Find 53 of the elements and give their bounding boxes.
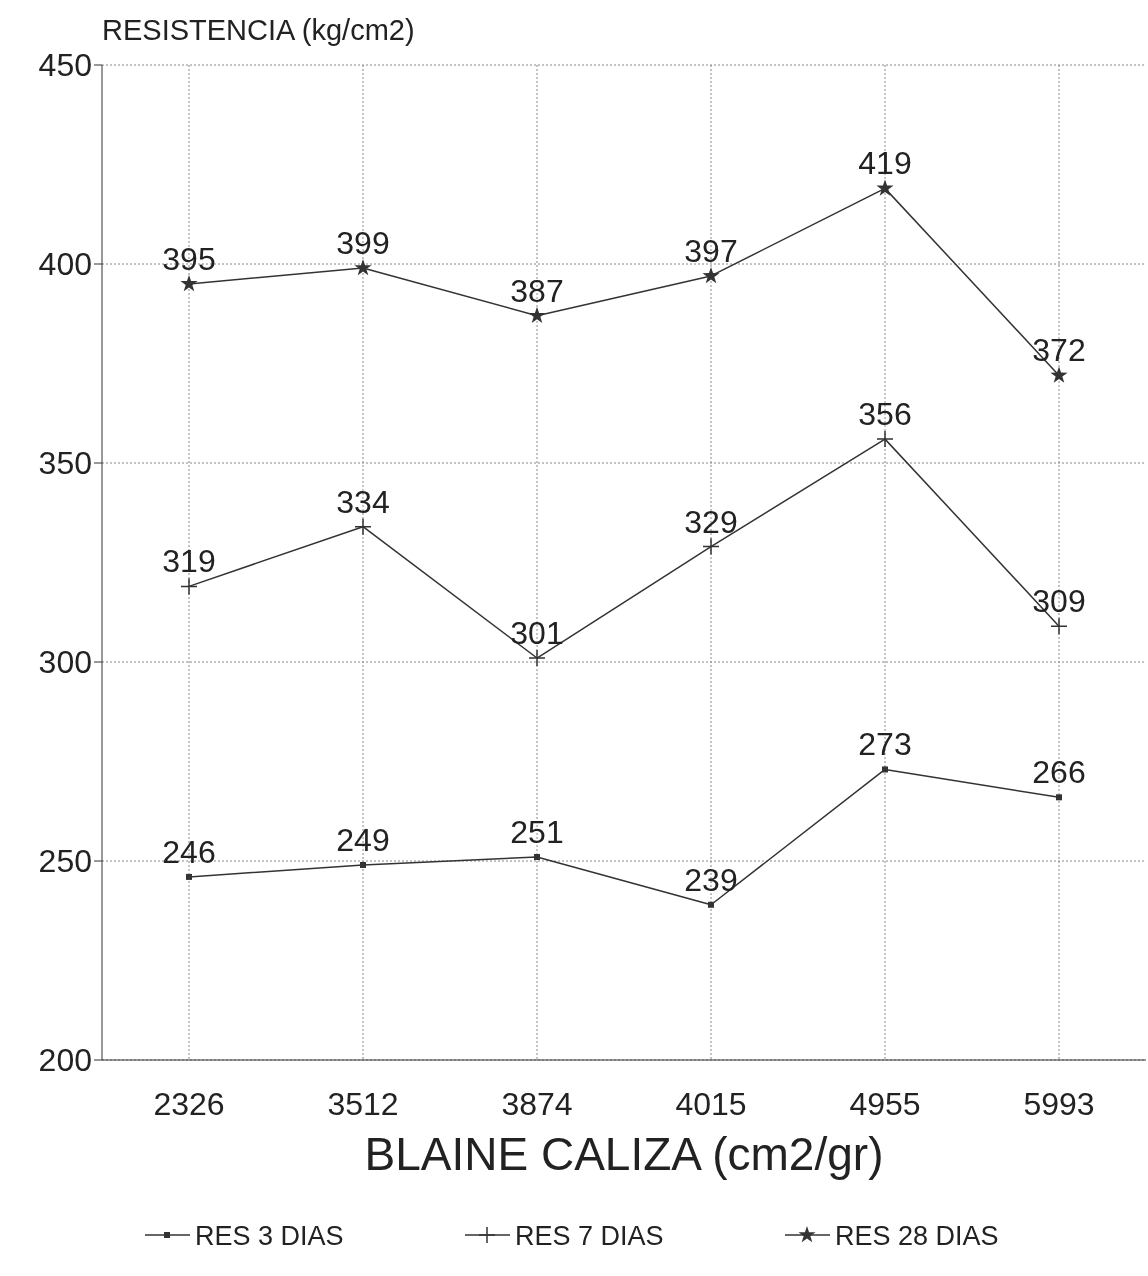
point xyxy=(1050,617,1068,635)
data-label: 246 xyxy=(162,833,216,870)
y-tick-label: 300 xyxy=(38,644,92,680)
y-tick-label: 250 xyxy=(38,843,92,879)
point xyxy=(180,274,198,292)
x-tick-label: 4955 xyxy=(849,1086,921,1122)
data-label: 251 xyxy=(510,814,564,851)
point xyxy=(702,537,720,556)
data-label: 334 xyxy=(336,483,390,520)
data-label: 319 xyxy=(162,543,216,580)
point xyxy=(876,430,894,448)
x-axis-title: BLAINE CALIZA (cm2/gr) xyxy=(364,1128,884,1180)
x-tick-label: 2326 xyxy=(153,1086,225,1122)
point xyxy=(1050,366,1068,383)
point xyxy=(708,901,714,908)
data-label: 329 xyxy=(684,503,738,540)
point xyxy=(882,766,888,773)
data-label: 397 xyxy=(684,232,738,269)
point xyxy=(528,649,546,667)
y-tick-label: 400 xyxy=(38,246,92,282)
point xyxy=(186,873,192,880)
legend-label: RES 7 DIAS xyxy=(515,1221,664,1251)
data-label: 239 xyxy=(684,861,738,898)
point xyxy=(354,517,372,536)
point xyxy=(354,258,372,276)
data-label: 309 xyxy=(1032,583,1086,620)
point xyxy=(1056,794,1062,801)
data-label: 419 xyxy=(858,145,912,182)
point xyxy=(360,861,366,868)
point xyxy=(534,854,540,861)
y-tick-label: 350 xyxy=(38,445,92,481)
data-label: 387 xyxy=(510,272,564,309)
point xyxy=(702,266,720,284)
y-tick-label: 450 xyxy=(38,47,92,83)
legend-label: RES 28 DIAS xyxy=(835,1221,999,1251)
point xyxy=(876,179,894,196)
x-tick-label: 4015 xyxy=(675,1086,747,1122)
x-tick-label: 3512 xyxy=(327,1086,399,1122)
legend-label: RES 3 DIAS xyxy=(195,1221,344,1251)
point xyxy=(180,577,198,596)
data-label: 395 xyxy=(162,240,216,277)
point xyxy=(528,306,546,324)
x-tick-label: 5993 xyxy=(1023,1086,1095,1122)
data-label: 249 xyxy=(336,821,390,858)
data-label: 372 xyxy=(1032,332,1086,369)
data-label: 273 xyxy=(858,726,912,763)
y-tick-label: 200 xyxy=(38,1042,92,1078)
data-label: 266 xyxy=(1032,754,1086,791)
data-label: 356 xyxy=(858,396,912,433)
data-label: 301 xyxy=(510,615,564,652)
y-axis-title: RESISTENCIA (kg/cm2) xyxy=(102,14,415,46)
data-label: 399 xyxy=(336,224,390,261)
x-tick-label: 3874 xyxy=(501,1086,573,1122)
